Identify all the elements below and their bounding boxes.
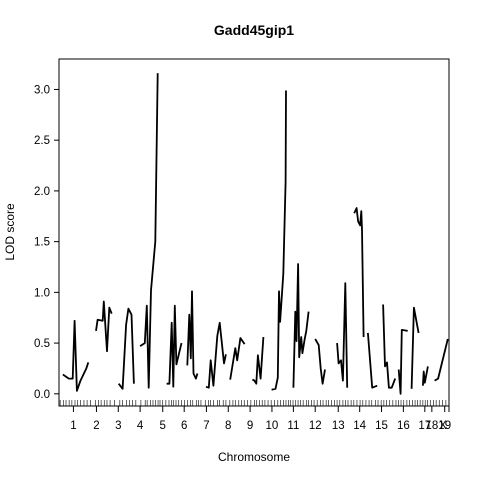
lod-line-chr-19 <box>422 366 429 386</box>
x-tick-label: 8 <box>225 420 231 432</box>
lod-series <box>62 73 449 395</box>
y-tick-label: 2.5 <box>34 135 50 147</box>
lod-line-chr-15 <box>367 332 378 389</box>
x-tick-label: 19 <box>438 420 451 432</box>
x-tick-label: 6 <box>181 420 187 432</box>
lod-line-chr-13 <box>336 282 349 388</box>
x-tick-label: 10 <box>266 420 279 432</box>
y-tick-label: 2.0 <box>34 186 50 198</box>
y-tick-label: 1.5 <box>34 237 50 249</box>
lod-line-chr-9 <box>251 336 265 385</box>
x-tick-label: 18 <box>425 420 438 432</box>
x-axis-label: Chromosome <box>218 450 290 464</box>
x-tick-label: 11 <box>287 420 299 432</box>
lod-line-chr-1 <box>62 319 90 392</box>
x-tick-label: 15 <box>375 420 388 432</box>
y-tick-label: 3.0 <box>34 84 50 96</box>
lod-line-chr-14 <box>353 207 365 338</box>
x-tick-label: 3 <box>115 420 121 432</box>
marker-rug <box>59 400 447 406</box>
chart-title: Gadd45gip1 <box>214 22 294 38</box>
plot-frame <box>58 58 450 407</box>
lod-line-chr-7 <box>205 321 227 389</box>
y-tick-label: 0.5 <box>34 338 50 350</box>
y-axis-label: LOD score <box>3 203 17 261</box>
x-tick-label: 7 <box>203 420 209 432</box>
lod-line-chr-3 <box>117 307 135 390</box>
lod-line-chr-4 <box>139 73 159 389</box>
y-axis: 0.0 0.5 1.0 1.5 2.0 2.5 3.0 <box>34 84 59 401</box>
lod-line-chr-6 <box>186 290 199 380</box>
lod-line-chr-X <box>434 338 449 382</box>
lod-line-chr-17 <box>397 329 408 395</box>
x-tick-label: 9 <box>247 420 253 432</box>
lod-line-chr-11 <box>292 263 310 388</box>
y-tick-label: 1.0 <box>34 287 50 299</box>
lod-line-chr-5 <box>166 304 183 388</box>
lod-line-chr-8 <box>229 337 246 380</box>
x-tick-label: X <box>439 420 447 432</box>
y-tick-label: 0.0 <box>34 389 50 401</box>
x-tick-label: 14 <box>353 420 366 432</box>
x-tick-label: 16 <box>397 420 410 432</box>
x-tick-label: 12 <box>309 420 322 432</box>
x-tick-label: 2 <box>93 420 99 432</box>
lod-line-chr-12 <box>314 338 326 385</box>
lod-line-chr-16 <box>382 304 397 389</box>
x-tick-label: 17 <box>418 420 431 432</box>
x-tick-label: 5 <box>160 420 166 432</box>
lod-line-chr-10 <box>271 90 287 391</box>
lod-line-chr-2 <box>95 300 113 353</box>
x-tick-label: 4 <box>137 420 144 432</box>
x-tick-label: 1 <box>70 420 76 432</box>
lod-line-chr-18 <box>410 306 420 389</box>
x-tick-label: 13 <box>332 420 345 432</box>
